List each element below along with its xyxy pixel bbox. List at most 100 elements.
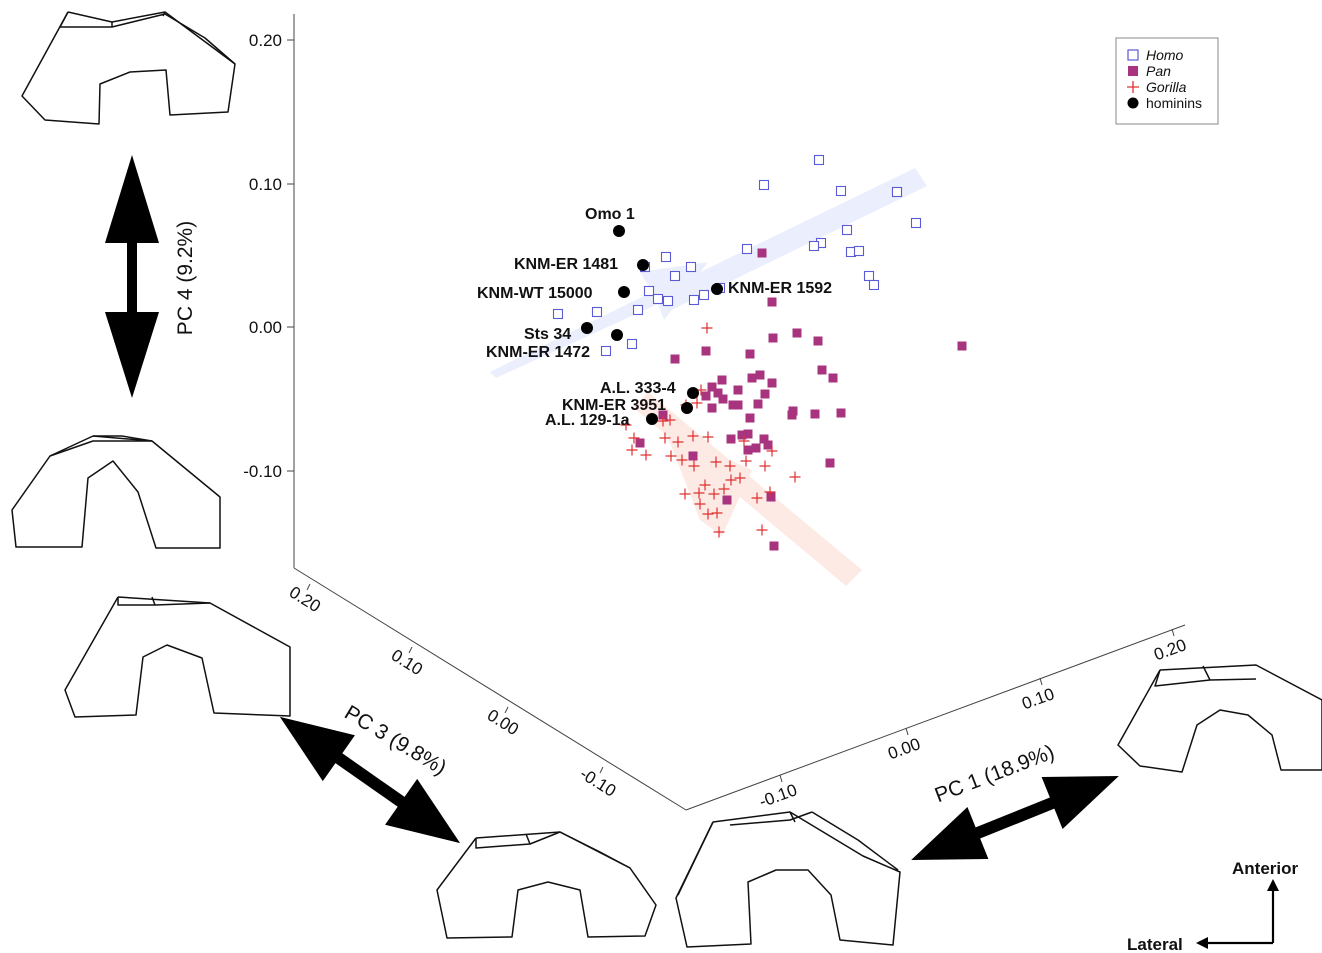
legend-gorilla-label: Gorilla <box>1146 79 1187 95</box>
pc1-axis-line <box>685 624 1186 811</box>
label-knm-er-3951: KNM-ER 3951 <box>562 397 666 414</box>
pan-point <box>767 378 777 388</box>
gorilla-point <box>724 460 736 472</box>
pan-point <box>717 375 727 385</box>
homo-point <box>685 261 697 273</box>
homo-point <box>758 179 770 191</box>
pc3-tick-label: 0.10 <box>388 646 426 680</box>
pc3-tick-label: 0.20 <box>286 583 324 617</box>
homo-point <box>643 285 655 297</box>
pc3-tick-mark <box>306 583 311 591</box>
pc1-tick-label: 0.00 <box>885 734 923 763</box>
pan-point <box>745 413 755 423</box>
pan-point <box>745 349 755 359</box>
pan-point <box>635 438 645 448</box>
pan-point <box>733 385 743 395</box>
pc3-axis-line <box>293 567 687 811</box>
homo-point <box>813 154 825 166</box>
pc3-tick-mark <box>504 706 509 714</box>
legend-hominins-label: hominins <box>1146 95 1202 111</box>
label-knm-er-1472: KNM-ER 1472 <box>486 344 590 361</box>
homo-point <box>688 294 700 306</box>
label-omo-1: Omo 1 <box>585 206 635 223</box>
pc4-tick-label: 0.20 <box>249 31 282 50</box>
hominin-point <box>637 259 649 271</box>
homo-point <box>591 306 603 318</box>
pan-point <box>733 400 743 410</box>
gorilla-point <box>676 454 688 466</box>
gorilla-point <box>711 507 723 519</box>
gorilla-point <box>679 488 691 500</box>
gorilla-point <box>640 449 652 461</box>
pan-point <box>825 458 835 468</box>
gorilla-point <box>738 435 750 447</box>
gorilla-point <box>766 445 778 457</box>
pc4-axis-label: PC 4 (9.2%) <box>174 221 197 335</box>
pc4-tick-label: 0.00 <box>249 318 282 337</box>
gorilla-point <box>626 444 638 456</box>
homo-point <box>868 279 880 291</box>
pan-point <box>743 429 753 439</box>
pc4-tick-label: -0.10 <box>243 462 282 481</box>
gorilla-point <box>693 487 705 499</box>
gorilla-point <box>688 460 700 472</box>
pan-point <box>787 410 797 420</box>
shape-outline-pc3-positive <box>64 596 291 718</box>
gorilla-point <box>740 455 752 467</box>
gorilla-point <box>691 397 703 409</box>
label-knm-er-1592: KNM-ER 1592 <box>728 280 832 297</box>
pc1-tick-mark <box>1039 677 1043 686</box>
pan-point <box>769 541 779 551</box>
gorilla-point <box>620 419 632 431</box>
lateral-label: Lateral <box>1127 935 1183 953</box>
homo-point <box>652 293 664 305</box>
pc1-tick-label: 0.10 <box>1019 684 1057 713</box>
pc4-tick-label: 0.10 <box>249 175 282 194</box>
pan-point <box>707 403 717 413</box>
legend-homo-label: Homo <box>1146 47 1184 63</box>
pan-point <box>763 440 773 450</box>
pan-point <box>701 346 711 356</box>
pan-point <box>810 409 820 419</box>
pan-point <box>760 389 770 399</box>
pc4-double-arrow <box>105 155 159 398</box>
anterior-label: Anterior <box>1232 859 1299 878</box>
homo-point <box>669 270 681 282</box>
label-al-129-1a: A.L. 129-1a <box>545 412 630 429</box>
homo-point <box>600 345 612 357</box>
homo-point <box>660 251 672 263</box>
homo-point <box>741 243 753 255</box>
anterior-arrowhead <box>1267 879 1279 891</box>
gorilla-point <box>628 432 640 444</box>
gorilla-point <box>710 456 722 468</box>
pan-point <box>737 430 747 440</box>
hominin-point <box>611 329 623 341</box>
homo-point <box>853 245 865 257</box>
pan-point <box>728 400 738 410</box>
gorilla-point <box>687 430 699 442</box>
hominin-point <box>681 402 693 414</box>
gorilla-point <box>751 492 763 504</box>
homo-point <box>863 270 875 282</box>
pan-point <box>767 297 777 307</box>
specimen-labels: Omo 1 KNM-ER 1481 KNM-WT 15000 KNM-ER 15… <box>477 206 832 429</box>
homo-point <box>891 186 903 198</box>
gorilla-point <box>657 415 669 427</box>
pan-point <box>768 333 778 343</box>
shape-outline-pc3-negative <box>436 831 657 939</box>
pc3-tick-mark <box>599 766 604 774</box>
homo-point <box>835 185 847 197</box>
pan-point <box>747 373 757 383</box>
homo-trend-arrow <box>490 168 927 378</box>
shape-outline-pc4-positive <box>21 11 236 125</box>
homo-point <box>632 304 644 316</box>
pan-point <box>718 394 728 404</box>
orientation-indicator: Anterior Lateral <box>1127 859 1299 953</box>
pan-point <box>743 445 753 455</box>
legend-homo-marker <box>1127 49 1139 61</box>
legend: Homo Pan Gorilla hominins <box>1115 37 1219 125</box>
hominin-point <box>618 286 630 298</box>
label-sts-34: Sts 34 <box>524 326 571 343</box>
pan-point <box>707 382 717 392</box>
